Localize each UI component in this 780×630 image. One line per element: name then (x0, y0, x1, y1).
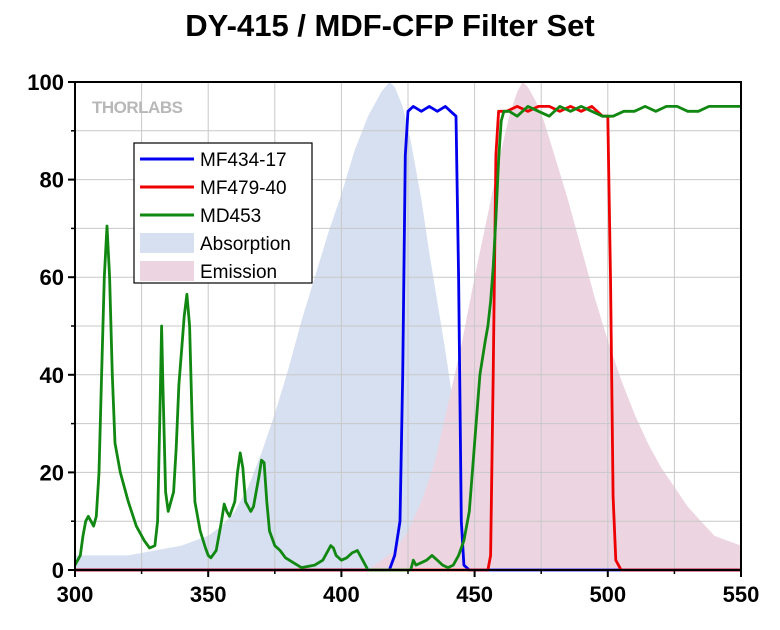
line-series-layer (73, 105, 741, 572)
legend-label-md453: MD453 (200, 206, 261, 227)
legend-box (133, 142, 313, 284)
y-tick-label: 40 (40, 363, 64, 388)
series-emission-area (75, 82, 741, 570)
legend-label-emission: Emission (200, 262, 277, 283)
thorlabs-watermark: THORLABS (92, 98, 183, 117)
chart-title: DY-415 / MDF-CFP Filter Set (185, 8, 595, 43)
y-tick-label: 100 (27, 70, 64, 95)
series-md453-line (73, 105, 741, 572)
y-tick-label: 80 (40, 168, 64, 193)
grid-layer (74, 82, 742, 570)
legend: MF434-17 MF479-40 MD453 Absorption Emission (133, 142, 313, 284)
x-tick-label: 350 (190, 582, 227, 607)
y-tick-label: 60 (40, 265, 64, 290)
x-tick-label: 500 (589, 582, 626, 607)
x-tick-label: 450 (456, 582, 493, 607)
tick-layer: 300 350 400 450 500 550 0 20 40 60 80 100 (27, 70, 759, 607)
x-tick-label: 550 (723, 582, 760, 607)
legend-label-absorption: Absorption (200, 234, 291, 255)
legend-label-mf434-17: MF434-17 (200, 150, 287, 171)
y-tick-label: 20 (40, 460, 64, 485)
series-mf434-17-line (75, 105, 741, 572)
x-tick-label: 400 (323, 582, 360, 607)
x-tick-label: 300 (57, 582, 94, 607)
y-tick-label: 0 (52, 558, 64, 583)
legend-label-mf479-40: MF479-40 (200, 178, 287, 199)
legend-swatch-emission (140, 261, 194, 281)
legend-swatch-absorption (140, 233, 194, 253)
